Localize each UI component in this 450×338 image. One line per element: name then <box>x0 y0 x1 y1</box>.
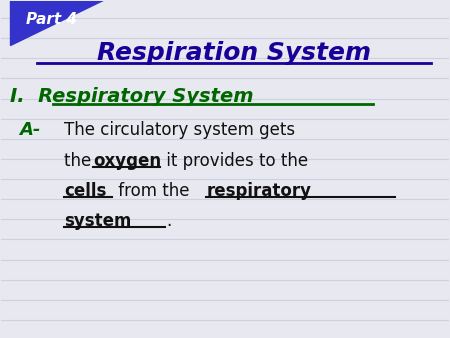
Text: The circulatory system gets: The circulatory system gets <box>64 121 295 140</box>
Text: Respiration System: Respiration System <box>97 41 371 65</box>
Text: Part 4: Part 4 <box>26 12 77 27</box>
Polygon shape <box>10 0 113 45</box>
Text: cells: cells <box>64 182 106 200</box>
Text: A-: A- <box>19 121 40 140</box>
Text: I.  Respiratory System: I. Respiratory System <box>10 88 254 106</box>
Text: system: system <box>64 212 131 230</box>
Text: oxygen: oxygen <box>93 152 161 170</box>
Text: from the: from the <box>113 182 195 200</box>
Text: the: the <box>64 152 96 170</box>
Text: it provides to the: it provides to the <box>162 152 309 170</box>
Text: respiratory: respiratory <box>206 182 311 200</box>
Text: .: . <box>166 212 171 230</box>
